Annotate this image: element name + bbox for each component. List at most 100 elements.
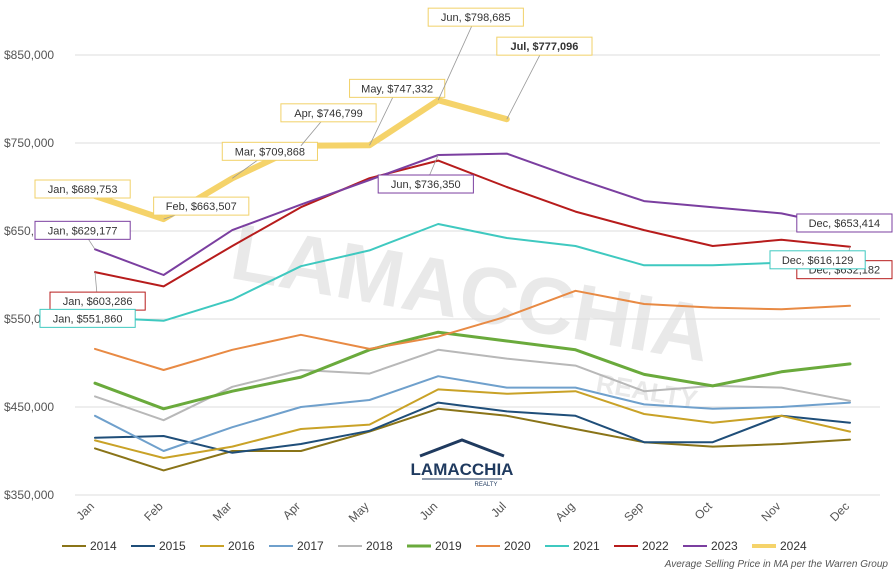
series-line-2022 [94, 159, 851, 288]
logo-roof [419, 438, 505, 458]
series-line-2016 [94, 388, 851, 459]
legend-item-2019: 2019 [407, 539, 462, 553]
y-tick-label: $350,000 [4, 488, 54, 502]
callout-feb-663-507: Feb, $663,507 [153, 196, 250, 220]
series-line-2018 [94, 348, 851, 422]
callout-label: May, $747,332 [361, 83, 433, 95]
x-tick-label: Dec [827, 499, 852, 524]
x-axis: Jan Feb Mar Apr May Jun Jul Aug Sep Oct Nov Dec [74, 499, 853, 525]
callout-jul-777-096: Jul, $777,096 [496, 36, 593, 120]
callout-box [796, 213, 893, 233]
callout-jun-798-685: Jun, $798,685 [427, 7, 524, 101]
callout-label: Jul, $777,096 [510, 41, 578, 53]
legend-label: 2020 [504, 539, 531, 553]
callout-box [496, 36, 593, 56]
callout-box [427, 7, 524, 27]
callout-jan-629-177: Jan, $629,177 [34, 220, 131, 250]
series-line-2015 [94, 401, 851, 454]
legend-label: 2021 [573, 539, 600, 553]
legend-label: 2017 [297, 539, 324, 553]
callout-box [153, 196, 250, 216]
legend-item-2015: 2015 [131, 539, 186, 553]
logo-plate [418, 458, 506, 480]
callout-label: Jun, $736,350 [391, 179, 461, 191]
legend-item-2024: 2024 [752, 539, 807, 553]
legend-item-2023: 2023 [683, 539, 738, 553]
watermark-text: LAMACCHIA [225, 207, 717, 379]
callout-jun-736-350: Jun, $736,350 [377, 154, 474, 194]
legend-item-2018: 2018 [338, 539, 393, 553]
callout-label: Apr, $746,799 [294, 108, 363, 120]
callout-apr-746-799: Apr, $746,799 [280, 103, 377, 147]
callout-may-747-332: May, $747,332 [349, 78, 446, 146]
callouts: Jan, $689,753 Feb, $663,507 Mar, $709,868 A… [34, 7, 893, 328]
callout-jan-551-860: Jan, $551,860 [39, 308, 136, 328]
series-line-2019 [93, 330, 852, 411]
legend-label: 2018 [366, 539, 393, 553]
callout-dec-653-414: Dec, $653,414 [796, 213, 893, 233]
logo-text: LAMACCHIA [411, 460, 514, 479]
callout-jan-689-753: Jan, $689,753 [34, 179, 131, 199]
y-tick-label: $850,000 [4, 48, 54, 62]
legend-item-2016: 2016 [200, 539, 255, 553]
callout-box [349, 78, 446, 98]
y-tick-label: $450,000 [4, 400, 54, 414]
callout-leader [437, 16, 477, 101]
callout-mar-709-868: Mar, $709,868 [221, 141, 318, 179]
legend-label: 2024 [780, 539, 807, 553]
x-tick-label: Aug [553, 499, 578, 524]
callout-box [377, 174, 474, 194]
callout-label: Jan, $603,286 [63, 296, 133, 308]
legend-item-2022: 2022 [614, 539, 669, 553]
source-note: Average Selling Price in MA per the Warr… [664, 559, 889, 570]
callout-label: Jun, $798,685 [441, 12, 511, 24]
logo-subtext: REALTY [475, 482, 498, 488]
callout-label: Mar, $709,868 [235, 146, 305, 158]
x-tick-label: May [346, 499, 372, 525]
callout-box [221, 141, 318, 161]
legend-label: 2019 [435, 539, 462, 553]
x-tick-label: Apr [280, 499, 303, 522]
y-axis: $350,000$450,000$550,000$650,000$750,000… [4, 48, 54, 502]
series-line-2017 [94, 375, 851, 452]
legend-label: 2016 [228, 539, 255, 553]
x-tick-label: Jul [488, 499, 509, 520]
callout-label: Dec, $616,129 [782, 255, 854, 267]
series-line-2014 [94, 407, 851, 472]
x-tick-label: Oct [692, 499, 716, 523]
legend-label: 2023 [711, 539, 738, 553]
legend-item-2014: 2014 [62, 539, 117, 553]
callout-box [280, 103, 377, 123]
legend: 2014 2015 2016 2017 2018 2019 2020 2021 2022 2023… [62, 539, 807, 553]
legend-item-2020: 2020 [476, 539, 531, 553]
legend-item-2021: 2021 [545, 539, 600, 553]
legend-label: 2015 [159, 539, 186, 553]
y-tick-label: $750,000 [4, 136, 54, 150]
legend-label: 2014 [90, 539, 117, 553]
callout-label: Jan, $551,860 [53, 313, 123, 325]
callout-dec-616-129: Dec, $616,129 [769, 250, 866, 270]
x-tick-label: Jun [417, 499, 441, 523]
callout-box [34, 220, 131, 240]
callout-jan-603-286: Jan, $603,286 [49, 272, 146, 311]
x-tick-label: Mar [210, 499, 235, 524]
legend-item-2017: 2017 [269, 539, 324, 553]
x-tick-label: Nov [758, 499, 783, 524]
x-tick-label: Jan [74, 499, 98, 523]
callout-box [34, 179, 131, 199]
callout-box [769, 250, 866, 270]
series-line-2023 [94, 152, 851, 276]
legend-label: 2022 [642, 539, 669, 553]
callout-box [39, 308, 136, 328]
callout-label: Jan, $629,177 [48, 225, 118, 237]
series-line-2021 [94, 223, 851, 322]
callout-label: Dec, $653,414 [809, 218, 881, 230]
x-tick-label: Sep [621, 499, 646, 524]
lamacchia-logo: LAMACCHIA REALTY [411, 438, 514, 488]
series-line-2020 [94, 289, 851, 371]
callout-label: Jan, $689,753 [48, 184, 118, 196]
callout-leader [506, 45, 545, 120]
